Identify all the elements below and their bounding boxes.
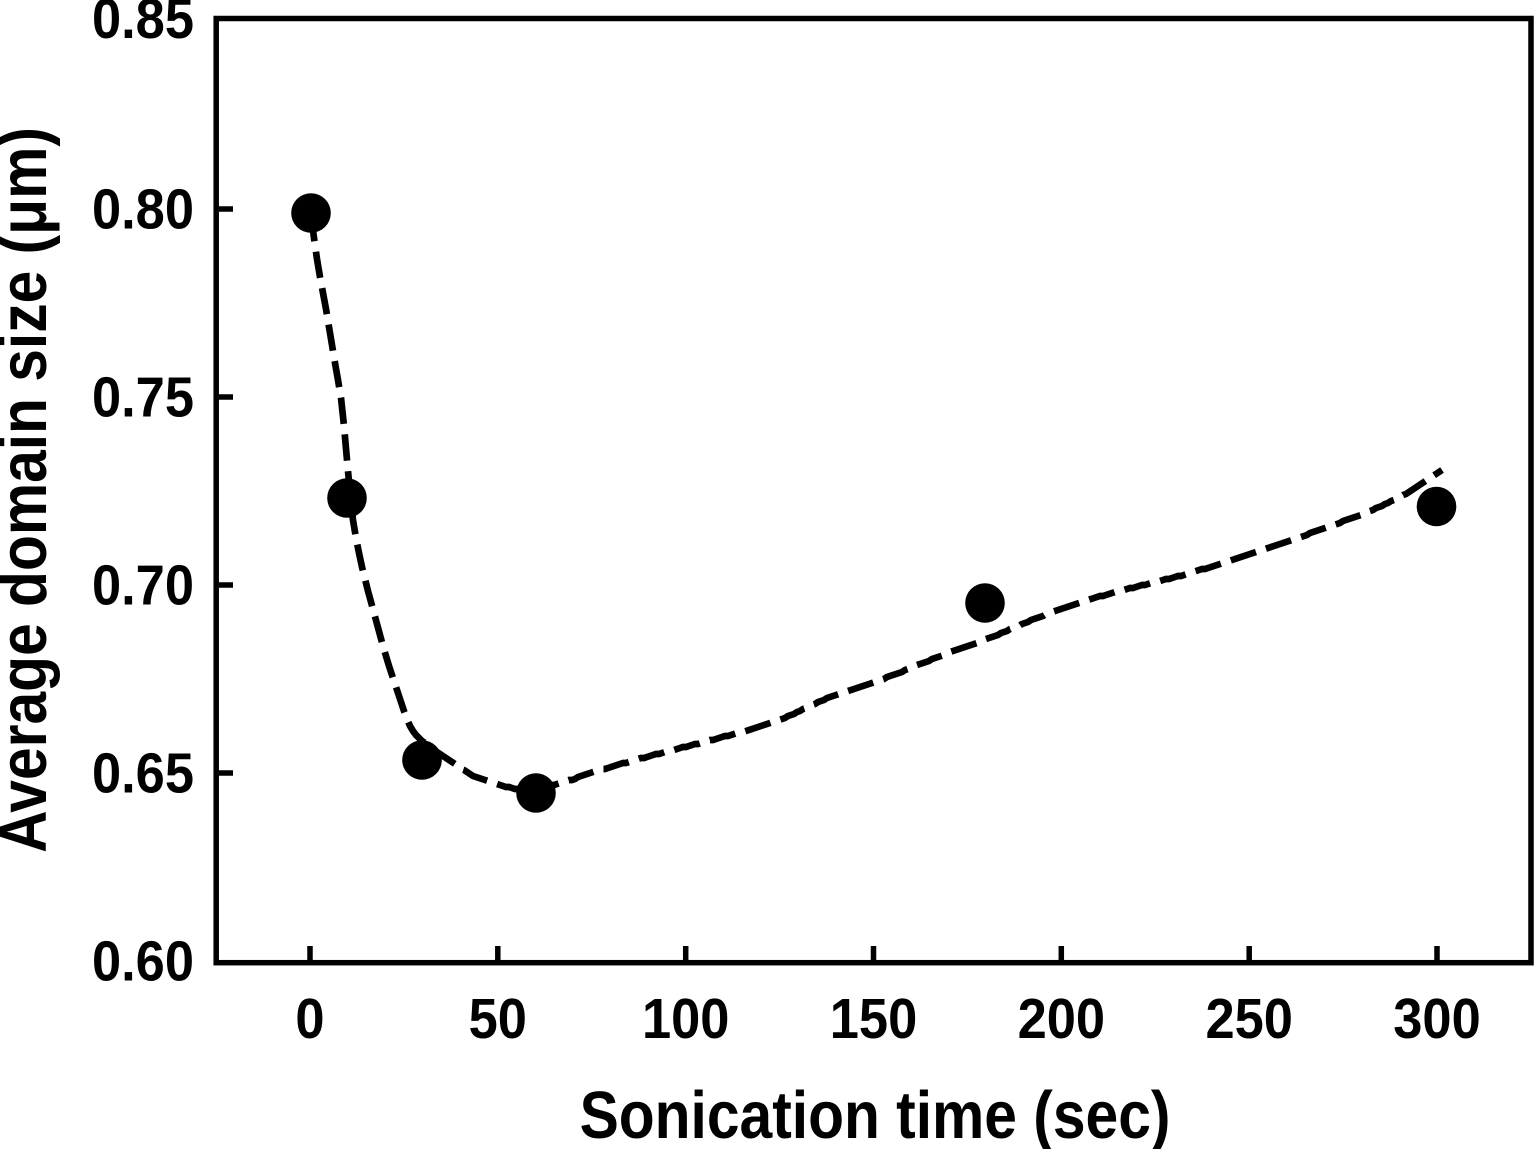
svg-text:300: 300 xyxy=(1393,986,1480,1051)
svg-text:Sonication time (sec): Sonication time (sec) xyxy=(580,1078,1171,1149)
svg-text:250: 250 xyxy=(1205,986,1292,1051)
svg-text:0.65: 0.65 xyxy=(92,741,194,806)
svg-text:200: 200 xyxy=(1018,986,1105,1051)
svg-text:0.70: 0.70 xyxy=(92,553,194,618)
svg-text:50: 50 xyxy=(469,986,527,1051)
svg-text:150: 150 xyxy=(830,986,917,1051)
svg-text:0.85: 0.85 xyxy=(92,0,194,51)
svg-text:0.75: 0.75 xyxy=(92,365,194,430)
svg-text:100: 100 xyxy=(642,986,729,1051)
svg-text:0.60: 0.60 xyxy=(92,929,194,994)
svg-text:0.80: 0.80 xyxy=(92,177,194,242)
svg-text:0: 0 xyxy=(295,986,324,1051)
svg-text:Average domain size (μm): Average domain size (μm) xyxy=(0,127,61,853)
